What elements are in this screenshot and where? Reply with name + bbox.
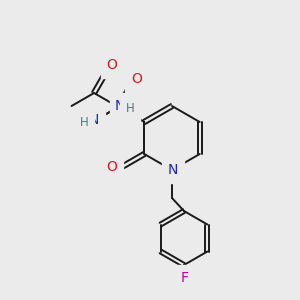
Text: N: N	[168, 163, 178, 177]
Text: N: N	[115, 99, 125, 113]
Text: N: N	[89, 113, 99, 127]
Text: O: O	[106, 58, 118, 73]
Text: O: O	[106, 160, 118, 174]
Text: F: F	[181, 271, 189, 285]
Text: O: O	[131, 73, 142, 86]
Text: H: H	[80, 116, 88, 130]
Text: H: H	[126, 103, 135, 116]
